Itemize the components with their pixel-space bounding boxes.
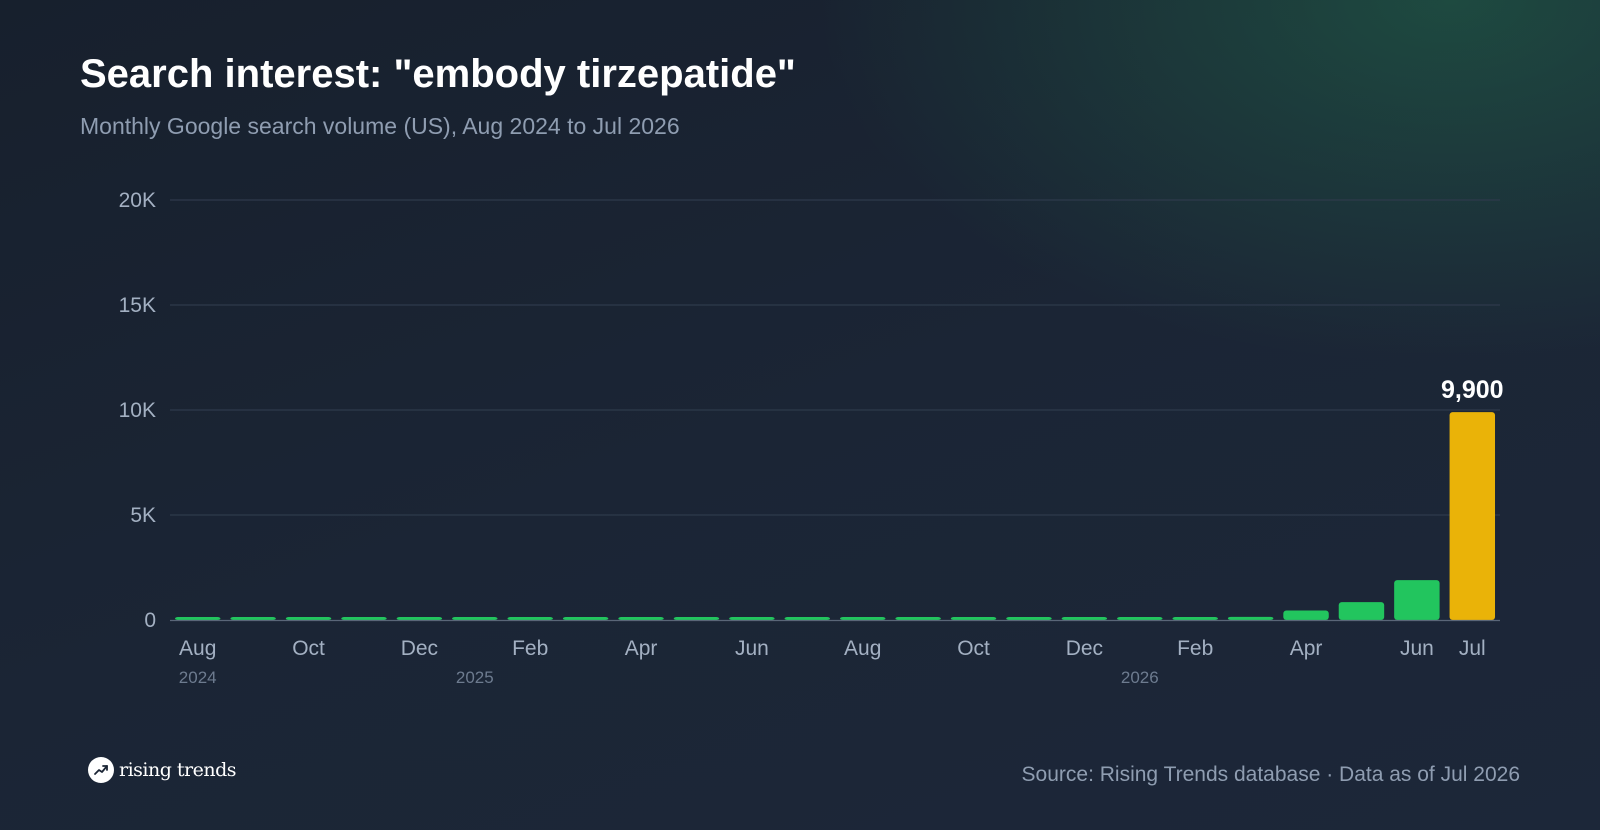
bar: [895, 617, 941, 620]
x-tick-label: Jun: [735, 637, 769, 660]
brand-logo: rising trends: [88, 757, 237, 783]
bar: [1394, 580, 1440, 620]
bar-chart: 0 5K 10K 15K 20K Aug Oct Dec Feb Apr Jun Aug Oct Dec F…: [118, 189, 1504, 687]
bar: [729, 617, 775, 620]
bar: [1006, 617, 1052, 620]
bar: [1061, 617, 1108, 620]
bar: [174, 617, 221, 620]
x-tick-label: Aug: [844, 637, 881, 660]
chart-subtitle: Monthly Google search volume (US), Aug 2…: [80, 113, 680, 139]
x-year-label: 2024: [179, 668, 217, 687]
bar: [673, 617, 720, 620]
y-tick-label: 10K: [119, 399, 156, 422]
x-tick-label: Apr: [1290, 637, 1323, 660]
bar: [950, 617, 997, 620]
x-tick-label: Jun: [1400, 637, 1434, 660]
bar: [562, 617, 609, 620]
data-label: 9,900: [1441, 376, 1504, 404]
x-tick-label: Dec: [401, 637, 438, 660]
y-tick-label: 0: [144, 609, 156, 632]
x-tick-label: Aug: [179, 637, 216, 660]
y-tick-label: 20K: [119, 189, 156, 212]
bar: [230, 617, 276, 620]
bar: [507, 617, 553, 620]
x-tick-label: Oct: [292, 637, 325, 660]
bar: [452, 617, 498, 620]
bar: [285, 617, 332, 620]
bar: [784, 617, 831, 620]
x-year-label: 2026: [1121, 668, 1159, 687]
y-tick-label: 15K: [119, 294, 156, 317]
source-note: Source: Rising Trends database · Data as…: [1021, 763, 1520, 786]
bar: [839, 617, 886, 620]
bar: [618, 617, 664, 620]
trending-up-icon: [88, 757, 114, 783]
bar: [1283, 610, 1329, 620]
bar: [341, 617, 387, 620]
x-tick-label: Feb: [512, 637, 548, 660]
chart-title: Search interest: "embody tirzepatide": [80, 52, 796, 96]
bar: [1338, 602, 1385, 620]
bar: [1227, 616, 1274, 620]
bar: [1117, 617, 1163, 620]
x-tick-label: Oct: [957, 637, 990, 660]
x-tick-label: Jul: [1459, 637, 1486, 660]
bar: [396, 617, 443, 620]
brand-name: rising trends: [119, 759, 237, 781]
x-year-label: 2025: [456, 668, 494, 687]
x-tick-label: Apr: [625, 637, 658, 660]
y-tick-label: 5K: [130, 504, 156, 527]
x-tick-label: Dec: [1066, 637, 1103, 660]
bar: [1172, 617, 1218, 620]
x-tick-label: Feb: [1177, 637, 1213, 660]
bar-highlight: [1449, 412, 1496, 620]
